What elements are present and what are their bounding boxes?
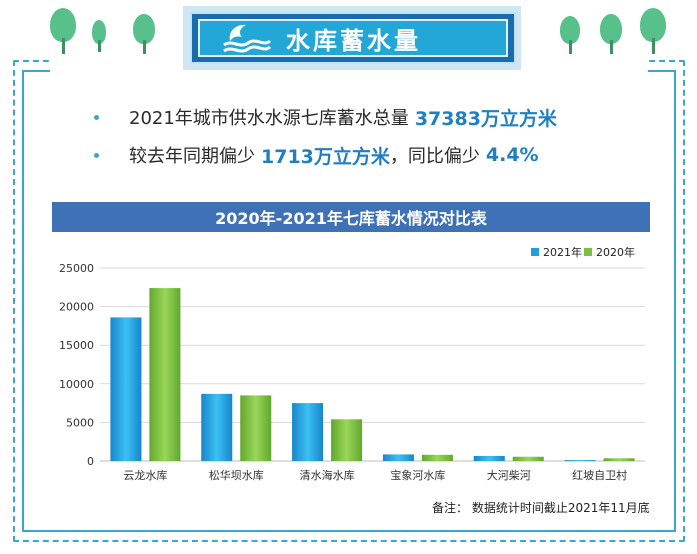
footnote: 备注： 数据统计时间截止2021年11月底 bbox=[432, 501, 650, 515]
y-tick-label: 15000 bbox=[59, 339, 94, 352]
bar-2021年-宝象河水库 bbox=[382, 454, 414, 461]
summary-tail: ，同比偏少 bbox=[389, 146, 480, 167]
bar-2021年-红坡自卫村 bbox=[564, 460, 596, 461]
tree-icon bbox=[640, 8, 666, 54]
legend-swatch bbox=[584, 248, 592, 256]
bullet-dot-icon bbox=[94, 152, 99, 158]
legend-item-2020: 2020年 bbox=[584, 244, 635, 260]
summary-line-change: 较去年同期偏少 1713万立方米 ，同比偏少 4.4% bbox=[94, 142, 539, 168]
bar-2020年-松华坝水库 bbox=[240, 395, 272, 461]
tree-icon bbox=[92, 20, 106, 52]
summary-line-total: 2021年城市供水水源七库蓄水总量 37383万立方米 bbox=[94, 104, 557, 130]
legend-label: 2021年 bbox=[543, 246, 582, 259]
water-wave-icon bbox=[223, 24, 272, 53]
chart-title: 2020年-2021年七库蓄水情况对比表 bbox=[52, 202, 650, 232]
title-banner: 水库蓄水量 bbox=[190, 12, 516, 64]
y-tick-label: 25000 bbox=[59, 262, 94, 275]
legend-item-2021: 2021年 bbox=[531, 244, 582, 260]
tree-icon bbox=[133, 14, 155, 54]
bar-2020年-红坡自卫村 bbox=[603, 458, 635, 461]
legend-swatch bbox=[531, 248, 539, 256]
bar-2020年-大河柴河 bbox=[512, 456, 544, 461]
y-tick-label: 10000 bbox=[59, 378, 94, 391]
x-tick-label: 宝象河水库 bbox=[390, 468, 445, 482]
bar-2020年-宝象河水库 bbox=[421, 454, 453, 461]
summary-text: 较去年同期偏少 bbox=[129, 146, 255, 167]
summary-highlight: 1713万立方米 bbox=[261, 145, 390, 168]
summary-tail-highlight: 4.4% bbox=[485, 144, 539, 166]
legend-label: 2020年 bbox=[596, 246, 635, 259]
bullet-dot-icon bbox=[94, 114, 99, 120]
tree-icon bbox=[560, 16, 580, 54]
y-tick-label: 0 bbox=[87, 455, 94, 468]
page-title: 水库蓄水量 bbox=[286, 26, 421, 55]
tree-icon bbox=[50, 8, 76, 54]
y-tick-label: 20000 bbox=[59, 301, 94, 314]
summary-text: 2021年城市供水水源七库蓄水总量 bbox=[129, 108, 409, 129]
x-tick-label: 大河柴河 bbox=[487, 468, 531, 482]
bar-2021年-大河柴河 bbox=[473, 455, 505, 461]
bar-2021年-清水海水库 bbox=[292, 403, 324, 461]
x-tick-label: 松华坝水库 bbox=[209, 468, 264, 482]
bar-2021年-云龙水库 bbox=[110, 317, 142, 461]
x-tick-label: 清水海水库 bbox=[300, 468, 355, 482]
bar-2020年-云龙水库 bbox=[149, 288, 181, 461]
bar-2021年-松华坝水库 bbox=[201, 393, 233, 461]
y-tick-label: 5000 bbox=[66, 416, 94, 429]
summary-highlight: 37383万立方米 bbox=[414, 107, 557, 130]
x-tick-label: 红坡自卫村 bbox=[572, 468, 627, 482]
tree-icon bbox=[600, 14, 622, 54]
x-tick-label: 云龙水库 bbox=[123, 469, 167, 482]
bar-2020年-清水海水库 bbox=[331, 419, 363, 461]
